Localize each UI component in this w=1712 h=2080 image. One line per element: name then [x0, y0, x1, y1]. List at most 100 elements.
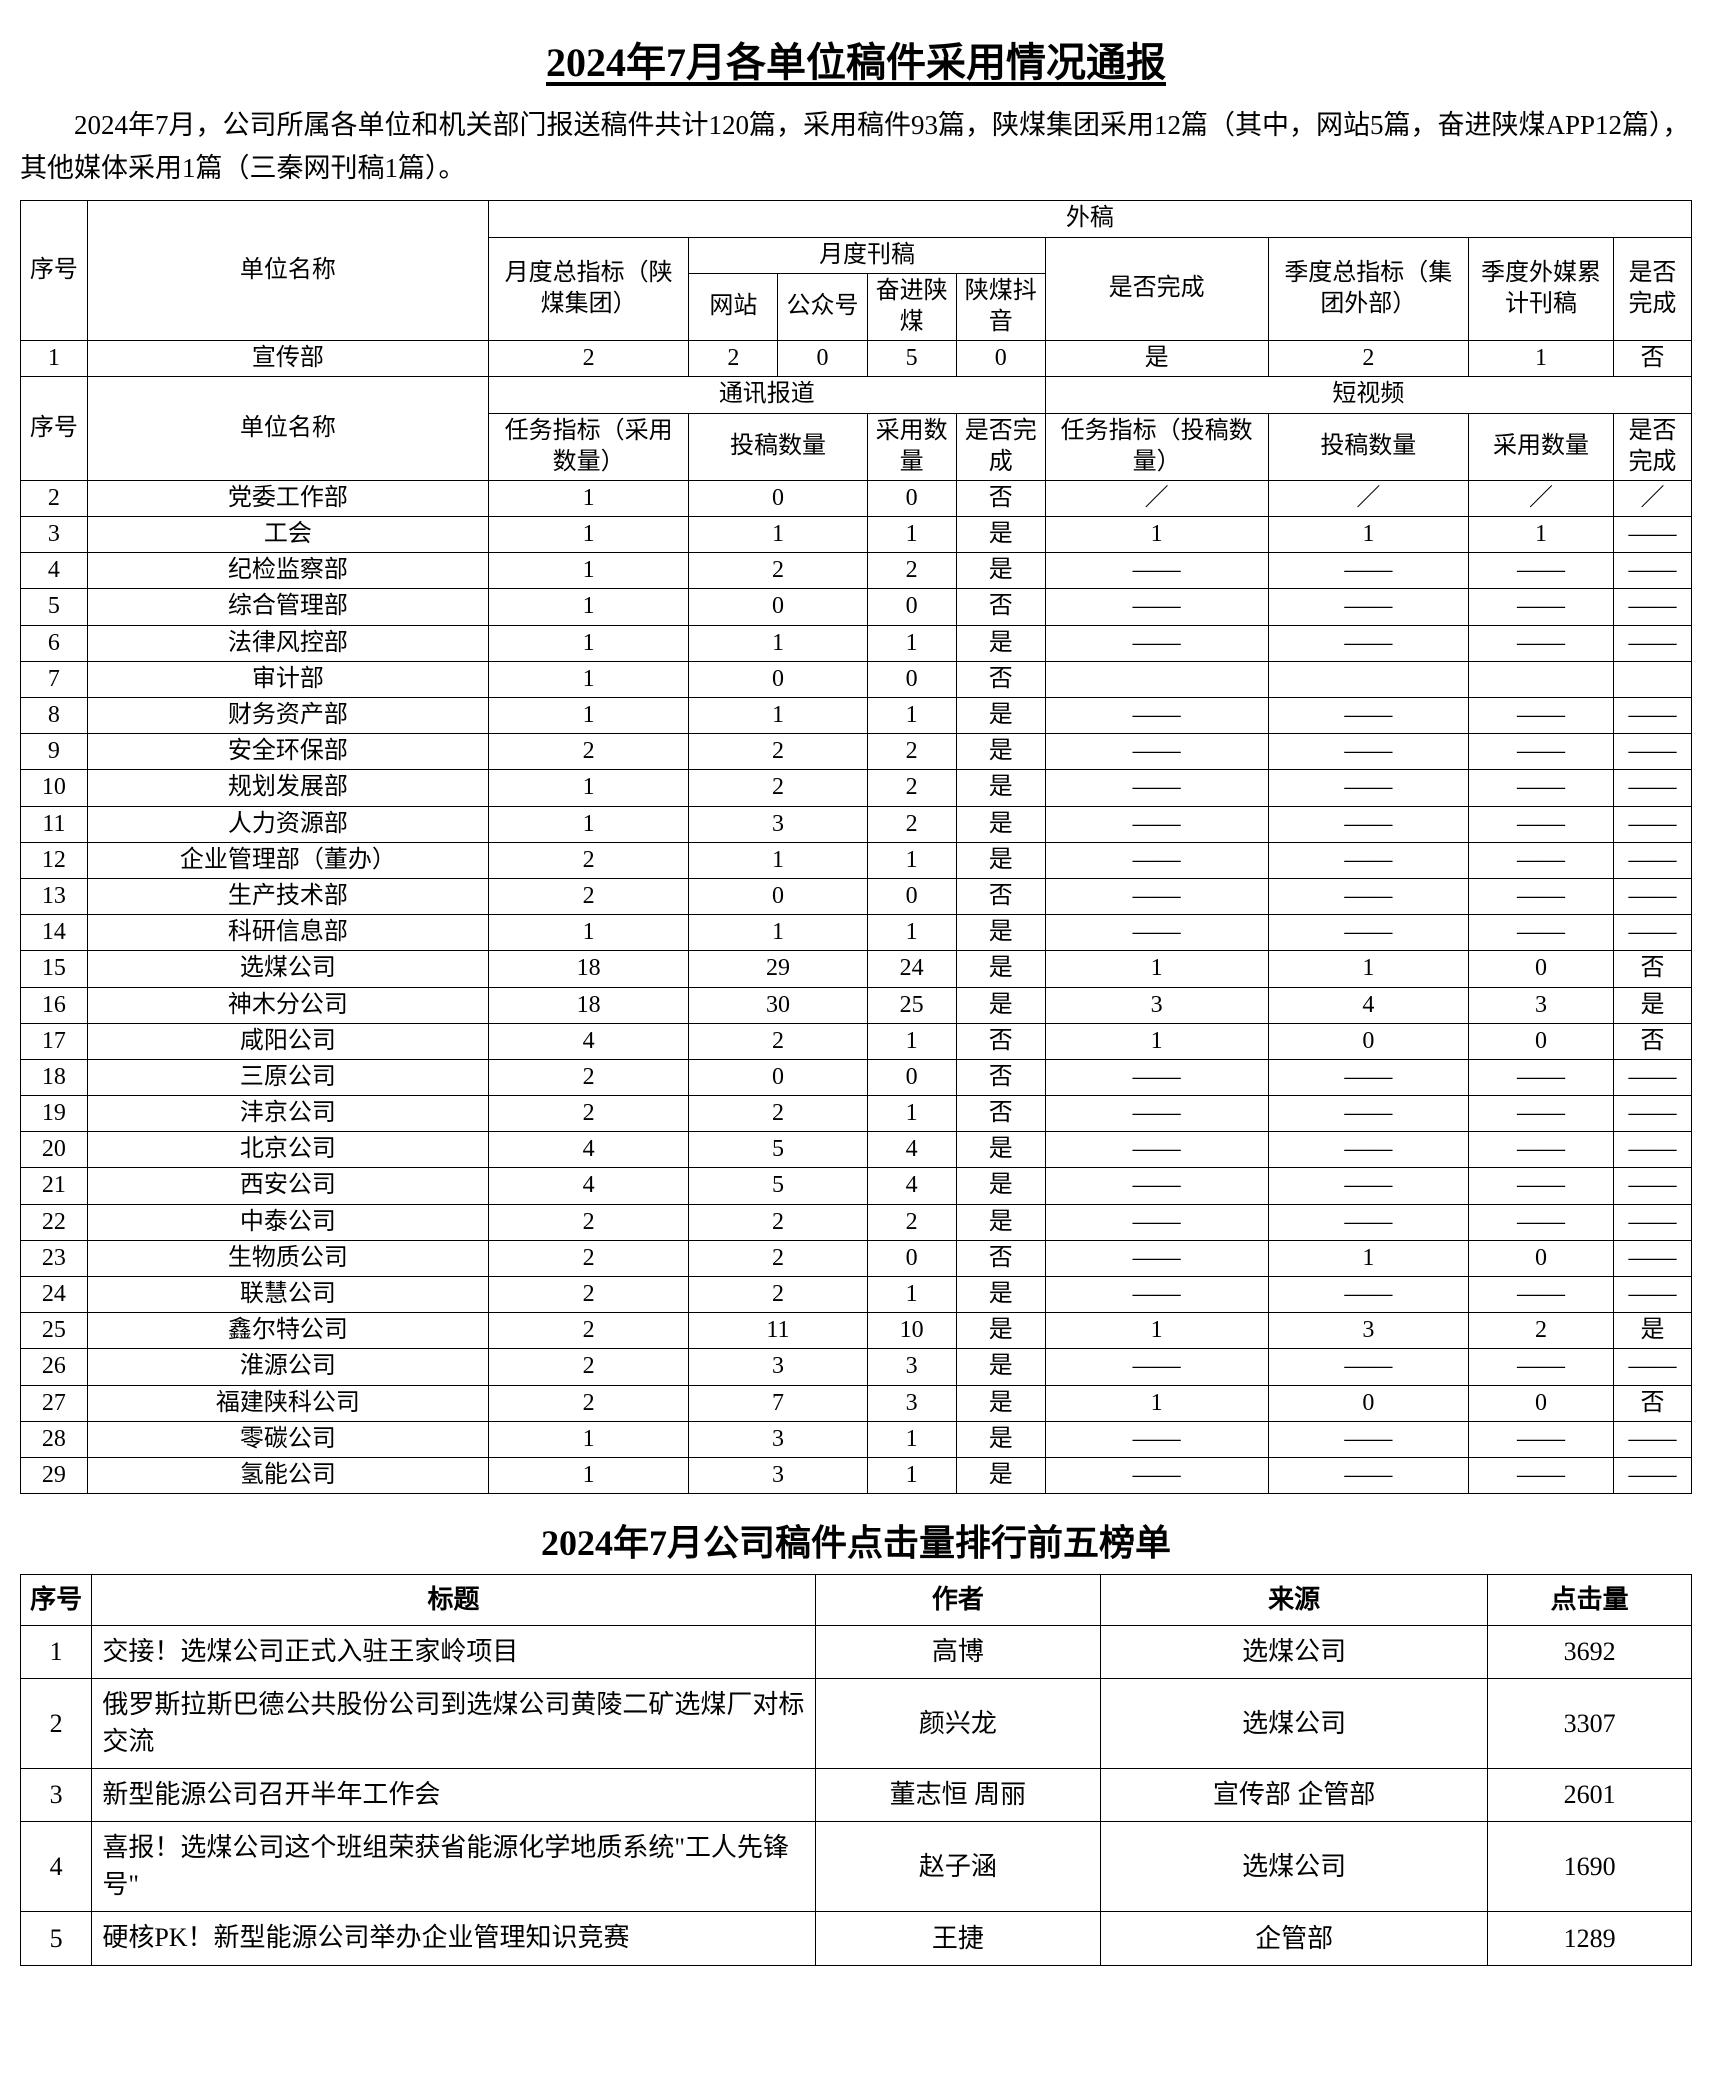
cell-seq: 26	[21, 1349, 88, 1385]
hdr-done2: 是否完成	[1613, 237, 1691, 341]
cell: ——	[1613, 878, 1691, 914]
table-row: 24联慧公司221是————————	[21, 1277, 1692, 1313]
cell: 1	[488, 480, 689, 516]
cell: ——	[1045, 734, 1268, 770]
cell	[1469, 661, 1614, 697]
cell: 1	[867, 698, 956, 734]
cell: ——	[1469, 1204, 1614, 1240]
rank-hdr-author: 作者	[815, 1575, 1100, 1626]
cell-author: 颜兴龙	[815, 1679, 1100, 1769]
table-row: 12企业管理部（董办）211是————————	[21, 842, 1692, 878]
cell: ／	[1613, 480, 1691, 516]
cell: ／	[1469, 480, 1614, 516]
cell-source: 选煤公司	[1101, 1679, 1488, 1769]
cell: ——	[1613, 1204, 1691, 1240]
cell: ——	[1045, 1168, 1268, 1204]
cell: ——	[1613, 1168, 1691, 1204]
page-title: 2024年7月各单位稿件采用情况通报	[20, 30, 1692, 88]
cell: ——	[1469, 806, 1614, 842]
cell: 1	[488, 553, 689, 589]
cell: 是	[1613, 987, 1691, 1023]
cell: ——	[1045, 915, 1268, 951]
cell: 是	[956, 1349, 1045, 1385]
cell-unit: 氢能公司	[87, 1457, 488, 1493]
cell-author: 董志恒 周丽	[815, 1769, 1100, 1822]
main-table: 序号 单位名称 外稿 月度总指标（陕煤集团） 月度刊稿 是否完成 季度总指标（集…	[20, 200, 1692, 1494]
cell: 是	[956, 1132, 1045, 1168]
cell-unit: 人力资源部	[87, 806, 488, 842]
cell-seq: 5	[21, 1912, 92, 1965]
cell: 2	[488, 1313, 689, 1349]
cell-source: 企管部	[1101, 1912, 1488, 1965]
cell-unit: 生产技术部	[87, 878, 488, 914]
cell-unit: 安全环保部	[87, 734, 488, 770]
cell-seq: 22	[21, 1204, 88, 1240]
cell-unit: 零碳公司	[87, 1421, 488, 1457]
cell: 3	[1469, 987, 1614, 1023]
cell: 2	[488, 878, 689, 914]
cell: 1	[488, 625, 689, 661]
rank-hdr-source: 来源	[1101, 1575, 1488, 1626]
cell: ——	[1268, 915, 1469, 951]
cell: ——	[1268, 1277, 1469, 1313]
hdr-done: 是否完成	[1045, 237, 1268, 341]
table-row: 2俄罗斯拉斯巴德公共股份公司到选煤公司黄陵二矿选煤厂对标交流颜兴龙选煤公司330…	[21, 1679, 1692, 1769]
cell-unit: 咸阳公司	[87, 1023, 488, 1059]
cell: 是	[956, 1385, 1045, 1421]
cell: 是	[956, 987, 1045, 1023]
cell: 否	[956, 1096, 1045, 1132]
table-row: 17咸阳公司421否100否	[21, 1023, 1692, 1059]
cell-unit: 鑫尔特公司	[87, 1313, 488, 1349]
cell: 0	[689, 589, 867, 625]
cell: ／	[1045, 480, 1268, 516]
cell: 2	[689, 341, 778, 377]
cell: 29	[689, 951, 867, 987]
cell: 2	[488, 1096, 689, 1132]
cell-source: 选煤公司	[1101, 1625, 1488, 1678]
cell-unit: 生物质公司	[87, 1240, 488, 1276]
cell-unit: 北京公司	[87, 1132, 488, 1168]
cell-unit: 纪检监察部	[87, 553, 488, 589]
cell	[1613, 661, 1691, 697]
cell: 1	[488, 1421, 689, 1457]
cell: 2	[689, 1277, 867, 1313]
cell: 0	[689, 1059, 867, 1095]
cell: ——	[1613, 625, 1691, 661]
cell: 1	[488, 915, 689, 951]
cell: 2	[867, 1204, 956, 1240]
cell-seq: 17	[21, 1023, 88, 1059]
hdr-fenjin: 奋进陕煤	[867, 273, 956, 340]
cell: ——	[1613, 1096, 1691, 1132]
cell-source: 宣传部 企管部	[1101, 1769, 1488, 1822]
cell: 3	[1268, 1313, 1469, 1349]
hdr-waigao: 外稿	[488, 201, 1691, 237]
cell: ——	[1613, 517, 1691, 553]
cell: ——	[1268, 1168, 1469, 1204]
table-row: 8财务资产部111是————————	[21, 698, 1692, 734]
cell: ——	[1045, 1096, 1268, 1132]
cell: 0	[689, 661, 867, 697]
cell: 2	[1268, 341, 1469, 377]
cell-seq: 2	[21, 1679, 92, 1769]
cell: 是	[956, 734, 1045, 770]
cell: ——	[1045, 878, 1268, 914]
table-row: 20北京公司454是————————	[21, 1132, 1692, 1168]
cell: 0	[1469, 1240, 1614, 1276]
cell: ——	[1268, 1457, 1469, 1493]
cell-seq: 3	[21, 517, 88, 553]
cell-unit: 规划发展部	[87, 770, 488, 806]
cell-seq: 4	[21, 1822, 92, 1912]
table-row: 5硬核PK！新型能源公司举办企业管理知识竞赛王捷企管部1289	[21, 1912, 1692, 1965]
cell: 0	[1469, 1023, 1614, 1059]
cell: 1	[488, 806, 689, 842]
cell: ——	[1268, 589, 1469, 625]
table-row: 1 宣传部 2 2 0 5 0 是 2 1 否	[21, 341, 1692, 377]
table-row: 10规划发展部122是————————	[21, 770, 1692, 806]
cell: ——	[1045, 1132, 1268, 1168]
cell: 5	[689, 1132, 867, 1168]
table-row: 14科研信息部111是————————	[21, 915, 1692, 951]
table-row: 4喜报！选煤公司这个班组荣获省能源化学地质系统"工人先锋号"赵子涵选煤公司169…	[21, 1822, 1692, 1912]
hdr2-submit-a: 投稿数量	[689, 413, 867, 480]
cell: 1	[1045, 1385, 1268, 1421]
cell: 1	[867, 1096, 956, 1132]
